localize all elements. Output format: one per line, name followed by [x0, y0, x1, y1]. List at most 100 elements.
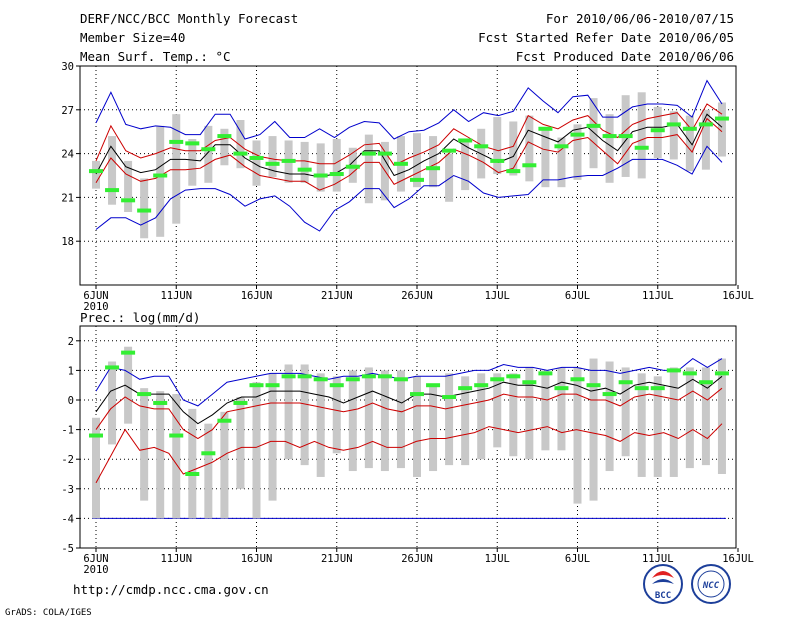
- ensemble-box: [541, 370, 550, 451]
- y-tick-label: -5: [61, 543, 74, 555]
- ensemble-box: [669, 367, 678, 477]
- year-label: 2010: [83, 301, 108, 313]
- ensemble-box: [413, 376, 421, 477]
- ensemble-box: [717, 102, 726, 157]
- x-tick-label: 16JUN: [241, 290, 273, 302]
- ensemble-box: [316, 143, 325, 192]
- median-marker: [137, 208, 152, 213]
- ensemble-box: [252, 140, 261, 186]
- median-marker: [506, 374, 521, 379]
- ensemble-box: [92, 160, 100, 189]
- ncc-logo: NCC: [691, 564, 731, 604]
- ensemble-box: [316, 373, 325, 477]
- median-marker: [329, 172, 344, 177]
- ensemble-box: [188, 408, 197, 519]
- median-marker: [105, 188, 120, 193]
- median-marker: [586, 383, 601, 388]
- y-tick-label: 18: [61, 236, 74, 248]
- plot-frame: [79, 325, 737, 549]
- median-marker: [554, 144, 569, 149]
- temperature-variable-label: Mean Surf. Temp.: °C: [80, 49, 231, 64]
- median-marker: [217, 134, 232, 139]
- ensemble-box: [108, 136, 117, 205]
- median-marker: [233, 151, 248, 156]
- ensemble-box: [92, 417, 100, 519]
- median-marker: [345, 377, 360, 382]
- ensemble-box: [717, 358, 726, 474]
- median-marker: [522, 163, 537, 168]
- ensemble-box: [396, 370, 405, 469]
- median-marker: [265, 161, 280, 166]
- ensemble-box: [236, 397, 245, 489]
- ensemble-box: [589, 98, 598, 169]
- y-tick-label: 0: [68, 395, 74, 407]
- ensemble-box: [332, 139, 341, 192]
- median-marker: [714, 371, 729, 376]
- median-marker: [313, 377, 328, 382]
- ensemble-box: [236, 120, 245, 169]
- median-marker: [233, 400, 248, 405]
- x-tick-label: 21JUN: [321, 553, 353, 565]
- median-marker: [329, 383, 344, 388]
- ensemble-box: [557, 137, 566, 188]
- ensemble-box: [509, 121, 518, 176]
- median-marker: [361, 151, 376, 156]
- ensemble-box: [493, 373, 502, 448]
- x-tick-label: 6JUL: [565, 553, 590, 565]
- ensemble-box: [268, 373, 277, 501]
- x-tick-label: 1JUL: [485, 553, 510, 565]
- median-marker: [666, 122, 681, 127]
- y-tick-label: 1: [68, 365, 74, 377]
- series-line-mean: [95, 113, 723, 178]
- ensemble-box: [380, 370, 389, 472]
- ensemble-box: [204, 125, 213, 183]
- series-line-upper_inner: [95, 387, 723, 440]
- forecast-start-label: Fcst Started Refer Date 2010/06/05: [478, 30, 734, 45]
- median-marker: [634, 386, 649, 391]
- median-marker: [618, 380, 633, 385]
- ensemble-box: [413, 133, 421, 188]
- series-line-lower_inner: [95, 117, 723, 191]
- x-tick-label: 11JUL: [642, 290, 674, 302]
- ensemble-box: [172, 394, 181, 519]
- temperature-panel: 18 21 24 27 30 6JUN 11JUN 16JUN 21JUN 26JUN 1JUL 6J…: [61, 61, 753, 313]
- ensemble-box: [220, 128, 229, 166]
- median-marker: [650, 386, 665, 391]
- median-marker: [265, 383, 280, 388]
- ensemble-box: [525, 367, 534, 460]
- x-tick-label: 26JUN: [401, 553, 433, 565]
- ensemble-box: [637, 373, 646, 477]
- ensemble-box: [445, 373, 454, 466]
- median-marker: [458, 138, 473, 143]
- ensemble-box: [445, 153, 454, 202]
- median-marker: [169, 433, 184, 438]
- median-marker: [570, 132, 585, 137]
- ensemble-box: [573, 124, 582, 180]
- y-tick-label: 27: [61, 105, 74, 117]
- ensemble-box: [124, 160, 133, 212]
- series-line-upper_outer: [95, 357, 723, 407]
- median-marker: [201, 451, 216, 456]
- median-marker: [410, 392, 424, 397]
- median-marker: [153, 400, 168, 405]
- median-marker: [377, 151, 392, 156]
- median-marker: [426, 383, 441, 388]
- median-marker: [602, 134, 617, 139]
- ensemble-box: [364, 367, 373, 469]
- median-marker: [570, 377, 585, 382]
- y-tick-label: -3: [61, 484, 74, 496]
- ensemble-box: [605, 361, 614, 472]
- median-marker: [377, 374, 392, 379]
- ensemble-box: [300, 141, 309, 183]
- median-marker: [682, 371, 697, 376]
- x-tick-label: 16JUN: [241, 553, 273, 565]
- ensemble-box: [429, 136, 438, 188]
- precipitation-variable-label: Prec.: log(mm/d): [80, 310, 200, 325]
- median-marker: [474, 383, 489, 388]
- y-tick-label: -2: [61, 454, 74, 466]
- median-marker: [121, 350, 136, 355]
- median-marker: [554, 386, 569, 391]
- median-marker: [698, 122, 713, 127]
- median-marker: [249, 383, 264, 388]
